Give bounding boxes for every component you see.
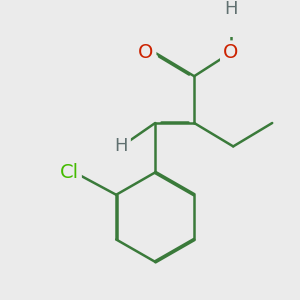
Text: O: O [138, 43, 154, 62]
Text: H: H [115, 137, 128, 155]
Text: H: H [224, 0, 237, 18]
Text: O: O [223, 43, 238, 62]
Text: Cl: Cl [60, 163, 79, 182]
